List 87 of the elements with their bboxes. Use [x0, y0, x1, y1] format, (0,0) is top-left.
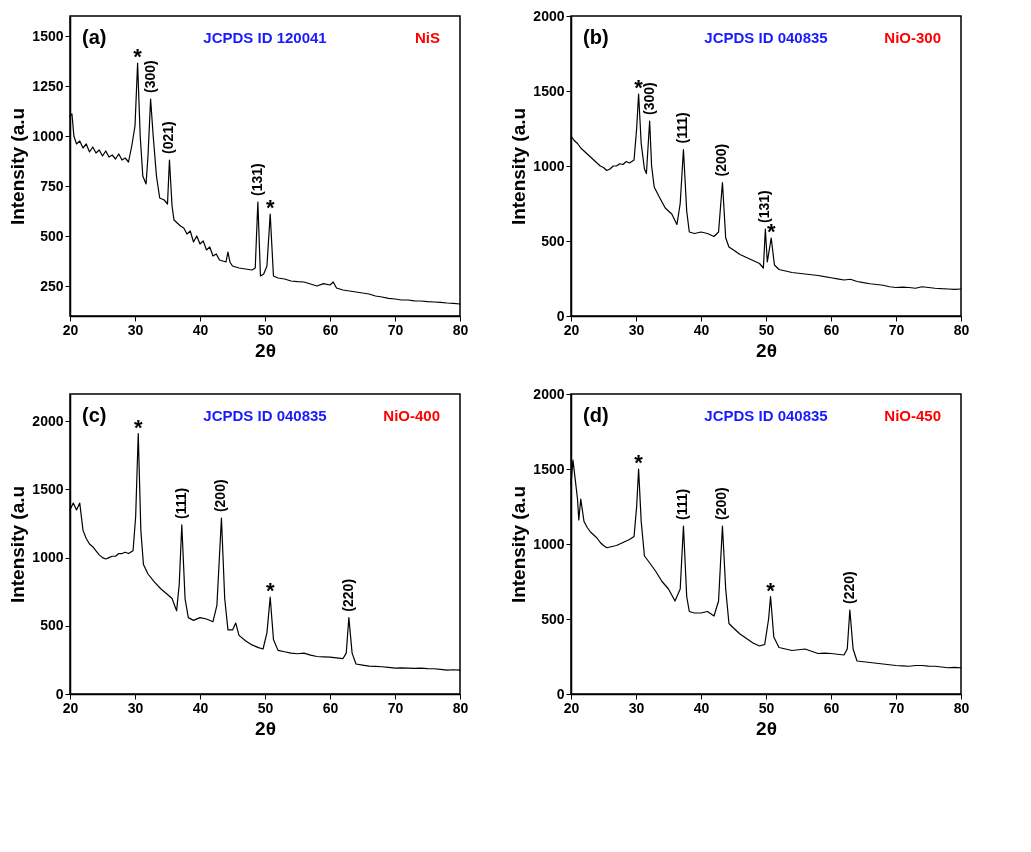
y-tick-label: 1000: [32, 549, 64, 566]
y-tick-label: 1000: [533, 535, 565, 552]
annotation: *: [133, 44, 143, 69]
y-tick-label: 0: [556, 307, 565, 324]
x-tick-label: 40: [693, 699, 710, 716]
annotation: NiO-450: [884, 407, 941, 424]
y-tick-label: 2000: [533, 385, 565, 402]
y-tick-label: 1250: [32, 77, 64, 94]
x-tick-label: 70: [387, 321, 404, 338]
annotation: (111): [674, 488, 691, 520]
x-tick-label: 50: [257, 699, 274, 716]
annotation: (300): [141, 60, 158, 93]
annotation: *: [265, 578, 275, 604]
annotation: (200): [713, 143, 730, 177]
x-tick-label: 60: [823, 321, 840, 338]
x-tick-label: 80: [953, 321, 970, 338]
annotation: (220): [339, 578, 356, 612]
x-tick-label: 40: [192, 321, 209, 338]
x-tick-label: 60: [322, 699, 339, 716]
y-axis-title: Intensity (a.u: [7, 485, 29, 604]
annotation: *: [766, 577, 776, 603]
y-tick-label: 500: [541, 232, 565, 249]
x-tick-label: 80: [953, 699, 970, 716]
y-tick-label: 2000: [533, 7, 565, 24]
x-tick-label: 50: [758, 321, 775, 338]
y-tick-label: 500: [40, 617, 64, 634]
annotation: (d): [583, 404, 609, 426]
annotation: *: [634, 75, 644, 100]
y-tick-label: 0: [556, 685, 565, 702]
annotation: (200): [713, 487, 730, 520]
annotation: JCPDS ID 040835: [704, 407, 828, 424]
annotation: (111): [172, 487, 189, 519]
annotation: (111): [674, 112, 691, 144]
x-tick-label: 60: [322, 321, 339, 338]
annotation: (b): [583, 26, 609, 48]
annotation: (021): [160, 121, 177, 154]
annotation: *: [133, 414, 143, 440]
y-tick-label: 250: [40, 277, 64, 294]
x-tick-label: 80: [452, 321, 469, 338]
y-tick-label: 0: [55, 685, 64, 702]
y-tick-label: 1500: [533, 460, 565, 477]
x-tick-label: 80: [452, 699, 469, 716]
annotation: (a): [82, 26, 107, 48]
y-tick-label: 1500: [32, 27, 64, 44]
x-axis-title: 2θ: [756, 717, 777, 739]
x-tick-label: 20: [563, 699, 580, 716]
annotation: NiS: [414, 29, 440, 46]
x-axis-title: 2θ: [756, 339, 777, 361]
x-tick-label: 70: [888, 699, 905, 716]
x-tick-label: 30: [127, 699, 144, 716]
annotation: JCPDS ID 040835: [704, 29, 828, 46]
annotation: *: [265, 195, 275, 220]
annotation: NiO-300: [884, 29, 941, 46]
x-tick-label: 20: [563, 321, 580, 338]
y-tick-label: 1000: [32, 127, 64, 144]
x-axis-title: 2θ: [255, 339, 276, 361]
y-tick-label: 1500: [32, 480, 64, 497]
x-tick-label: 20: [62, 699, 79, 716]
x-tick-label: 20: [62, 321, 79, 338]
x-axis-title: 2θ: [255, 717, 276, 739]
y-axis-title: Intensity (a.u: [508, 485, 530, 604]
y-tick-label: 500: [541, 610, 565, 627]
annotation: (220): [840, 571, 857, 604]
x-tick-label: 30: [628, 699, 645, 716]
y-tick-label: 1500: [533, 82, 565, 99]
annotation: (c): [82, 404, 107, 426]
x-tick-label: 60: [823, 699, 840, 716]
y-tick-label: 2000: [32, 412, 64, 429]
x-tick-label: 70: [387, 699, 404, 716]
x-tick-label: 70: [888, 321, 905, 338]
x-tick-label: 30: [628, 321, 645, 338]
x-tick-label: 30: [127, 321, 144, 338]
annotation: NiO-400: [383, 407, 440, 424]
annotation: JCPDS ID 040835: [203, 407, 327, 424]
annotation: JCPDS ID 120041: [203, 29, 327, 46]
y-tick-label: 1000: [533, 157, 565, 174]
y-tick-label: 500: [40, 227, 64, 244]
x-tick-label: 50: [257, 321, 274, 338]
x-tick-label: 40: [192, 699, 209, 716]
x-tick-label: 50: [758, 699, 775, 716]
y-tick-label: 750: [40, 177, 64, 194]
annotation: (131): [248, 163, 265, 196]
y-axis-title: Intensity (a.u: [508, 107, 530, 226]
annotation: *: [634, 450, 644, 475]
x-tick-label: 40: [693, 321, 710, 338]
annotation: (200): [212, 479, 229, 513]
y-axis-title: Intensity (a.u: [7, 107, 29, 226]
